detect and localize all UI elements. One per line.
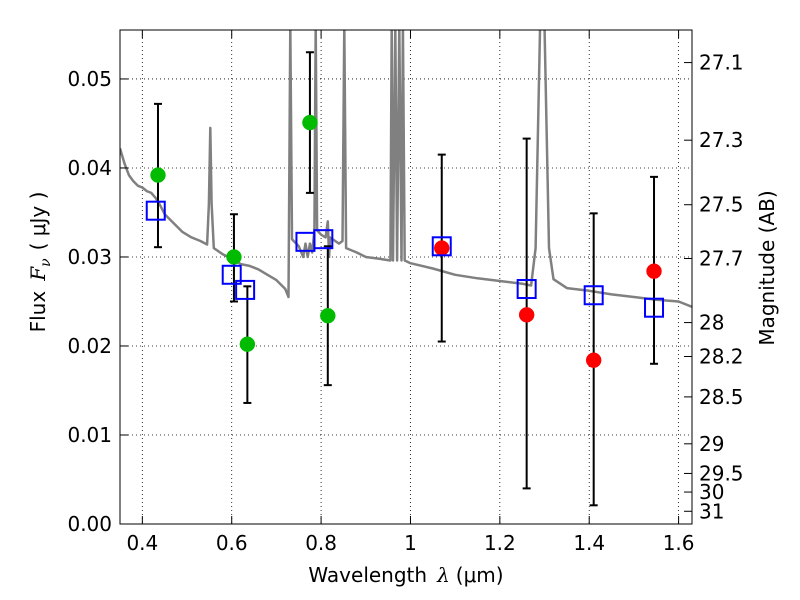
photometry-point	[585, 352, 602, 368]
x-tick-label: 1.2	[484, 531, 516, 555]
y2-axis-title: Magnitude (AB)	[755, 190, 779, 345]
plot-background	[120, 30, 692, 524]
model-photometry-square	[235, 279, 256, 300]
x-tick-label: 0.4	[126, 531, 158, 555]
x-tick-label: 0.8	[305, 531, 337, 555]
mag-tick-label: 29	[699, 432, 724, 456]
mag-tick-label: 27.1	[699, 51, 744, 75]
photometry-point	[434, 240, 450, 256]
photometry-point	[226, 249, 242, 265]
mag-tick-label: 28.5	[699, 385, 744, 409]
model-photometry-square	[516, 279, 537, 300]
model-photometry-layer	[145, 200, 665, 318]
photometry-layer	[150, 114, 662, 368]
x-tick-label: 1	[404, 531, 417, 555]
y-tick-label: 0.03	[67, 245, 112, 269]
y-tick-label: 0.01	[67, 423, 112, 447]
model-photometry-square	[221, 264, 242, 285]
tick-labels: 0.4 0.6 0.8 1 1.2 1.4 1.6 0.00 0.01 0.02 0.03 0.04 0…	[67, 51, 743, 555]
model-photometry-square	[644, 297, 665, 318]
y-tick-label: 0.02	[67, 334, 112, 358]
mag-tick-label: 29.5	[699, 461, 744, 485]
x-tick-label: 1.4	[573, 531, 605, 555]
mag-tick-label: 28.2	[699, 344, 744, 368]
x-axis-title: Wavelength λ (μm)	[308, 563, 503, 587]
y-axis-title: FluxFν( μJy )	[26, 192, 54, 333]
mag-tick-label: 31	[699, 499, 724, 523]
mag-tick-label: 30	[699, 480, 724, 504]
mag-tick-label: 28	[699, 311, 724, 335]
y-tick-label: 0.05	[67, 67, 112, 91]
photometry-point	[239, 336, 256, 352]
x-tick-label: 0.6	[216, 531, 248, 555]
plot-frame	[119, 29, 693, 525]
model-photometry-square	[431, 236, 452, 257]
x-tick-label: 1.6	[663, 531, 695, 555]
grid-lines	[120, 30, 692, 524]
photometry-point	[150, 167, 166, 183]
model-photometry-square	[313, 229, 334, 250]
photometry-point	[646, 263, 662, 279]
photometry-point	[518, 307, 535, 323]
photometry-point	[320, 307, 336, 324]
mag-tick-label: 27.3	[699, 128, 744, 152]
model-photometry-square	[583, 285, 604, 306]
mag-tick-label: 27.5	[699, 193, 744, 217]
model-photometry-square	[145, 200, 166, 221]
y-tick-label: 0.00	[67, 512, 112, 536]
tick-marks	[120, 30, 692, 525]
photometry-point	[302, 114, 318, 131]
mag-tick-label: 27.7	[699, 246, 744, 270]
y-tick-label: 0.04	[67, 156, 112, 180]
